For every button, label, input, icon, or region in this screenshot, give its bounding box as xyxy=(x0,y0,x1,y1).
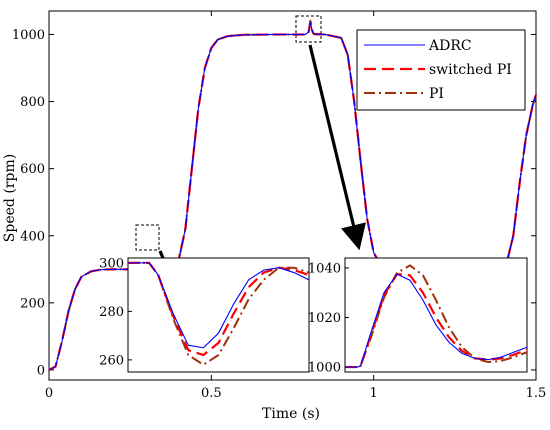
y-tick-label: 200 xyxy=(20,296,45,311)
legend: ADRC switched PI PI xyxy=(356,29,526,111)
inset-series-line-pi xyxy=(345,264,528,369)
y-tick-label: 1000 xyxy=(12,28,45,43)
inset-y-tick-label: 1000 xyxy=(308,361,341,376)
y-tick-label: 0 xyxy=(37,363,45,378)
legend-label: ADRC xyxy=(428,38,472,54)
zoom-arrow-peak xyxy=(308,44,366,251)
inset-series-line-adrc xyxy=(128,262,310,349)
inset-frame xyxy=(344,257,528,373)
inset-plot-peak: 1000 1020 1040 xyxy=(308,257,528,376)
y-axis-label: Speed (rpm) xyxy=(2,154,18,242)
inset-series-line-adrc xyxy=(345,273,528,368)
y-tick-label: 400 xyxy=(20,229,45,244)
legend-label: PI xyxy=(429,86,444,102)
x-tick-label: 1.5 xyxy=(526,386,547,401)
inset-plot-dip: 260 280 300 xyxy=(99,256,310,373)
zoom-box-dip xyxy=(135,224,160,251)
x-axis-label: Time (s) xyxy=(262,406,320,422)
inset-y-tick-label: 260 xyxy=(99,353,124,368)
x-tick-label: 1 xyxy=(370,386,378,401)
inset-y-tick-label: 280 xyxy=(99,305,124,320)
legend-label: switched PI xyxy=(429,62,512,78)
y-tick-label: 600 xyxy=(20,162,45,177)
inset-y-tick-label: 1020 xyxy=(308,311,341,326)
inset-y-tick-label: 300 xyxy=(99,256,124,271)
inset-y-tick-label: 1040 xyxy=(308,261,341,276)
y-tick-label: 800 xyxy=(20,95,45,110)
x-tick-label: 0 xyxy=(45,386,53,401)
zoom-box-peak xyxy=(295,15,322,43)
inset-series-line-switched-pi xyxy=(345,273,528,369)
x-tick-label: 0.5 xyxy=(201,386,222,401)
